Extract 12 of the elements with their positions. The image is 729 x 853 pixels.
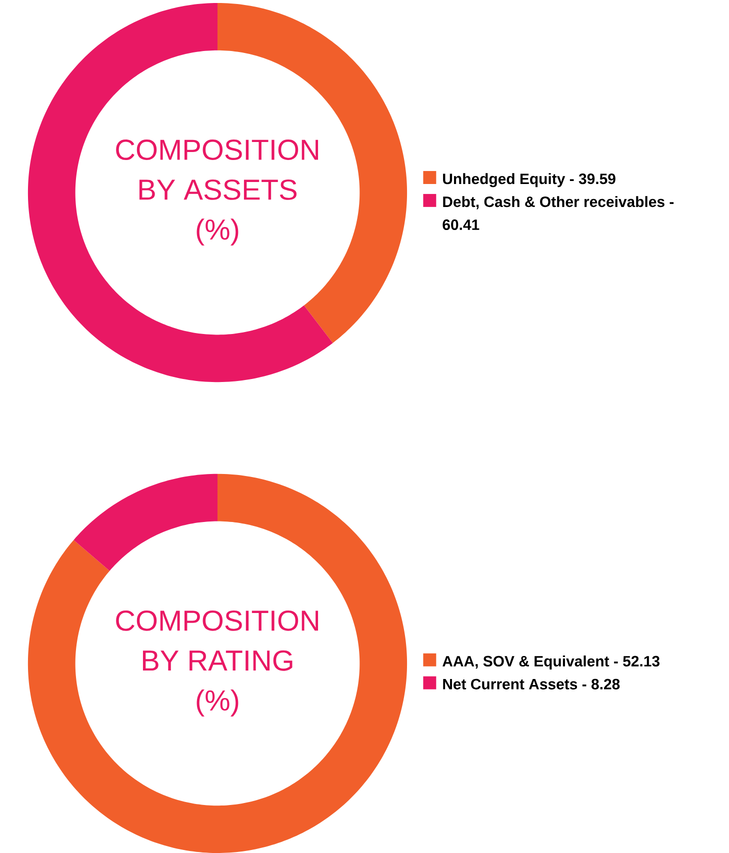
legend-label: Debt, Cash & Other receivables - [443, 196, 674, 210]
legend-label: AAA, SOV & Equivalent - [442, 656, 618, 670]
data-label: 8.28 [591, 678, 620, 690]
text: COMPOSITION BY ASSETS [116, 140, 318, 200]
data-label: 39.59 [578, 174, 616, 184]
data-label: 60.41 [442, 219, 480, 230]
text: COMPOSITION BY RATING [116, 610, 318, 671]
text: (%) [196, 218, 238, 246]
data-label: 52.13 [622, 656, 660, 667]
legend-label: Unhedged Equity - [442, 173, 574, 188]
legend-label: Net Current Assets - [443, 678, 586, 690]
text: (%) [196, 689, 238, 716]
